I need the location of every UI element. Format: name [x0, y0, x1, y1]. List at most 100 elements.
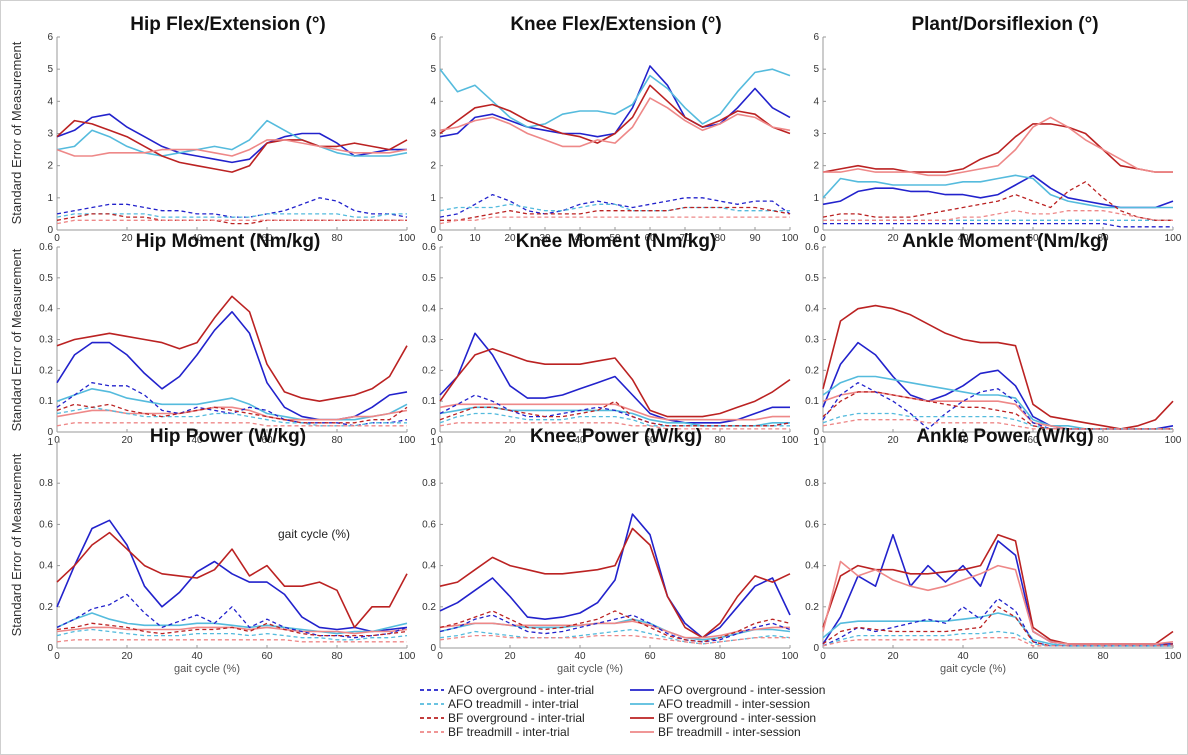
- y-tick-label: 0.4: [805, 561, 819, 572]
- x-tick-label: 60: [644, 651, 656, 662]
- chart-title: Plant/Dorsiflexion (°): [911, 14, 1098, 35]
- x-tick-label: 0: [437, 651, 443, 662]
- series-line-afo-og-trial: [823, 222, 1173, 228]
- x-tick-label: 80: [331, 651, 343, 662]
- y-tick-label: 0.6: [422, 519, 436, 530]
- series-line-bf-og-session: [56, 119, 408, 173]
- series-line-afo-og-trial: [439, 193, 791, 218]
- series-line-afo-og-trial: [56, 382, 408, 427]
- y-tick-label: 0.1: [805, 396, 819, 407]
- x-tick-label: 70: [679, 233, 691, 244]
- legend-label: BF overground - inter-trial: [448, 711, 585, 725]
- series-line-bf-tm-trial: [56, 422, 407, 427]
- y-tick-label: 0.4: [805, 304, 819, 315]
- x-tick-label: 100: [1165, 435, 1182, 446]
- y-axis-label: Standard Error of Measurement: [9, 248, 24, 431]
- legend-item: AFO overground - inter-session: [630, 683, 825, 697]
- x-tick-label: 20: [887, 435, 899, 446]
- y-tick-label: 0.2: [805, 365, 819, 376]
- x-tick-label: 0: [54, 651, 60, 662]
- series-line-afo-tm-session: [439, 618, 791, 641]
- x-tick-label: 100: [1165, 651, 1182, 662]
- chart-title: Knee Power (W/kg): [530, 426, 702, 447]
- legend-label: AFO overground - inter-trial: [448, 683, 594, 697]
- y-tick-label: 0: [430, 427, 436, 438]
- series-line-bf-og-session: [56, 531, 408, 629]
- x-tick-label: 100: [782, 435, 799, 446]
- y-tick-label: 0.1: [39, 396, 53, 407]
- x-axis-label: gait cycle (%): [557, 663, 623, 675]
- series-line-bf-og-session: [439, 347, 791, 418]
- x-tick-label: 80: [331, 233, 343, 244]
- y-tick-label: 0.2: [39, 602, 53, 613]
- series-line-bf-tm-session: [56, 626, 408, 635]
- y-tick-label: 0: [47, 427, 53, 438]
- series-line-afo-og-trial: [56, 593, 408, 639]
- series-line-afo-tm-trial: [439, 203, 790, 212]
- y-tick-label: 2: [47, 161, 53, 172]
- series-line-afo-tm-session: [822, 375, 1173, 430]
- series-line-afo-og-trial: [439, 394, 791, 427]
- legend-label: AFO treadmill - inter-trial: [448, 697, 579, 711]
- x-tick-label: 0: [820, 233, 826, 244]
- series-line-bf-tm-trial: [56, 639, 407, 643]
- y-tick-label: 6: [430, 32, 436, 43]
- y-axis-label: Standard Error of Measurement: [9, 453, 24, 636]
- x-tick-label: 40: [957, 651, 969, 662]
- x-tick-label: 60: [1027, 435, 1039, 446]
- y-tick-label: 1: [47, 437, 53, 448]
- x-tick-label: 80: [714, 435, 726, 446]
- legend-label: AFO overground - inter-session: [658, 683, 825, 697]
- series-line-afo-tm-session: [56, 119, 408, 157]
- legend-label: AFO treadmill - inter-session: [658, 697, 810, 711]
- y-tick-label: 0.2: [39, 365, 53, 376]
- y-tick-label: 0.2: [422, 365, 436, 376]
- legend-item: BF overground - inter-trial: [420, 711, 585, 725]
- chart-title: Knee Flex/Extension (°): [510, 14, 721, 35]
- x-tick-label: 100: [782, 651, 799, 662]
- x-tick-label: 80: [1097, 233, 1109, 244]
- y-tick-label: 0: [813, 225, 819, 236]
- series-line-afo-og-session: [822, 174, 1174, 209]
- y-tick-label: 0: [47, 225, 53, 236]
- x-tick-label: 10: [469, 233, 481, 244]
- y-tick-label: 3: [430, 129, 436, 140]
- series-line-bf-og-session: [439, 527, 791, 639]
- chart-title: Hip Moment (Nm/kg): [136, 231, 321, 252]
- series-line-bf-tm-trial: [822, 637, 1173, 647]
- series-line-bf-og-session: [822, 304, 1174, 430]
- chart-title: Ankle Moment (Nm/kg): [902, 231, 1108, 252]
- series-line-bf-og-trial: [822, 391, 1173, 430]
- x-tick-label: 50: [609, 233, 621, 244]
- series-line-afo-tm-trial: [56, 213, 407, 218]
- x-tick-label: 100: [399, 435, 416, 446]
- x-tick-label: 20: [887, 233, 899, 244]
- chart-title: Ankle Power (W/kg): [916, 426, 1093, 447]
- y-tick-label: 0.6: [39, 242, 53, 253]
- x-tick-label: 20: [887, 651, 899, 662]
- x-tick-label: 0: [437, 435, 443, 446]
- series-line-afo-tm-trial: [56, 628, 408, 641]
- y-tick-label: 0: [430, 643, 436, 654]
- x-tick-label: 60: [261, 233, 273, 244]
- x-tick-label: 90: [749, 233, 761, 244]
- y-tick-label: 2: [813, 161, 819, 172]
- y-tick-label: 0.6: [805, 519, 819, 530]
- x-tick-label: 100: [399, 233, 416, 244]
- x-tick-label: 20: [504, 651, 516, 662]
- series-line-bf-tm-session: [822, 560, 1174, 645]
- x-tick-label: 20: [504, 233, 516, 244]
- x-tick-label: 60: [1027, 233, 1039, 244]
- series-line-bf-tm-trial: [822, 419, 1173, 430]
- y-tick-label: 0: [813, 643, 819, 654]
- legend-item: AFO treadmill - inter-session: [630, 697, 810, 711]
- y-tick-label: 0.3: [805, 335, 819, 346]
- y-tick-label: 0.5: [805, 273, 819, 284]
- x-tick-label: 40: [191, 651, 203, 662]
- series-line-afo-og-session: [56, 519, 408, 633]
- y-tick-label: 0.4: [39, 561, 53, 572]
- y-tick-label: 4: [813, 96, 819, 107]
